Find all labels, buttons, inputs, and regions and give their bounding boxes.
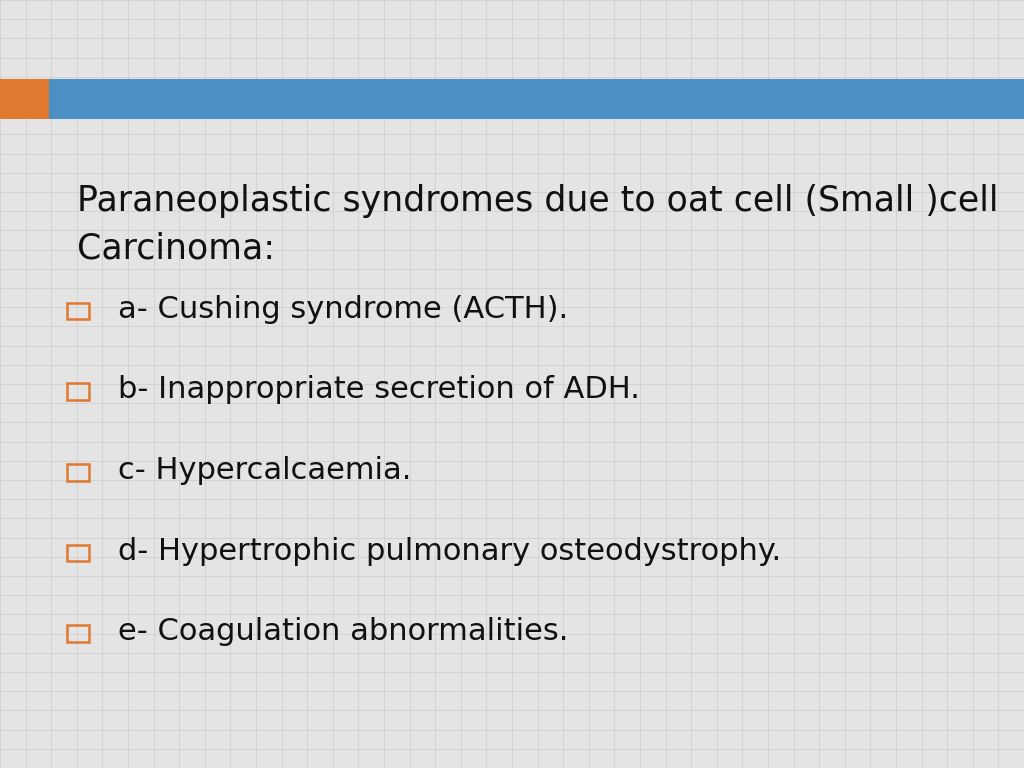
Bar	[67, 464, 89, 481]
Bar	[0, 79, 49, 119]
Bar	[67, 383, 89, 400]
Bar	[67, 625, 89, 642]
Text: e- Coagulation abnormalities.: e- Coagulation abnormalities.	[118, 617, 568, 647]
Text: b- Inappropriate secretion of ADH.: b- Inappropriate secretion of ADH.	[118, 376, 640, 405]
Text: a- Cushing syndrome (ACTH).: a- Cushing syndrome (ACTH).	[118, 295, 568, 324]
Text: Paraneoplastic syndromes due to oat cell (Small )cell
Carcinoma:: Paraneoplastic syndromes due to oat cell…	[77, 184, 998, 266]
Text: d- Hypertrophic pulmonary osteodystrophy.: d- Hypertrophic pulmonary osteodystrophy…	[118, 537, 781, 566]
Bar	[0, 79, 1024, 119]
Bar	[67, 303, 89, 319]
Text: c- Hypercalcaemia.: c- Hypercalcaemia.	[118, 456, 411, 485]
Bar	[67, 545, 89, 561]
